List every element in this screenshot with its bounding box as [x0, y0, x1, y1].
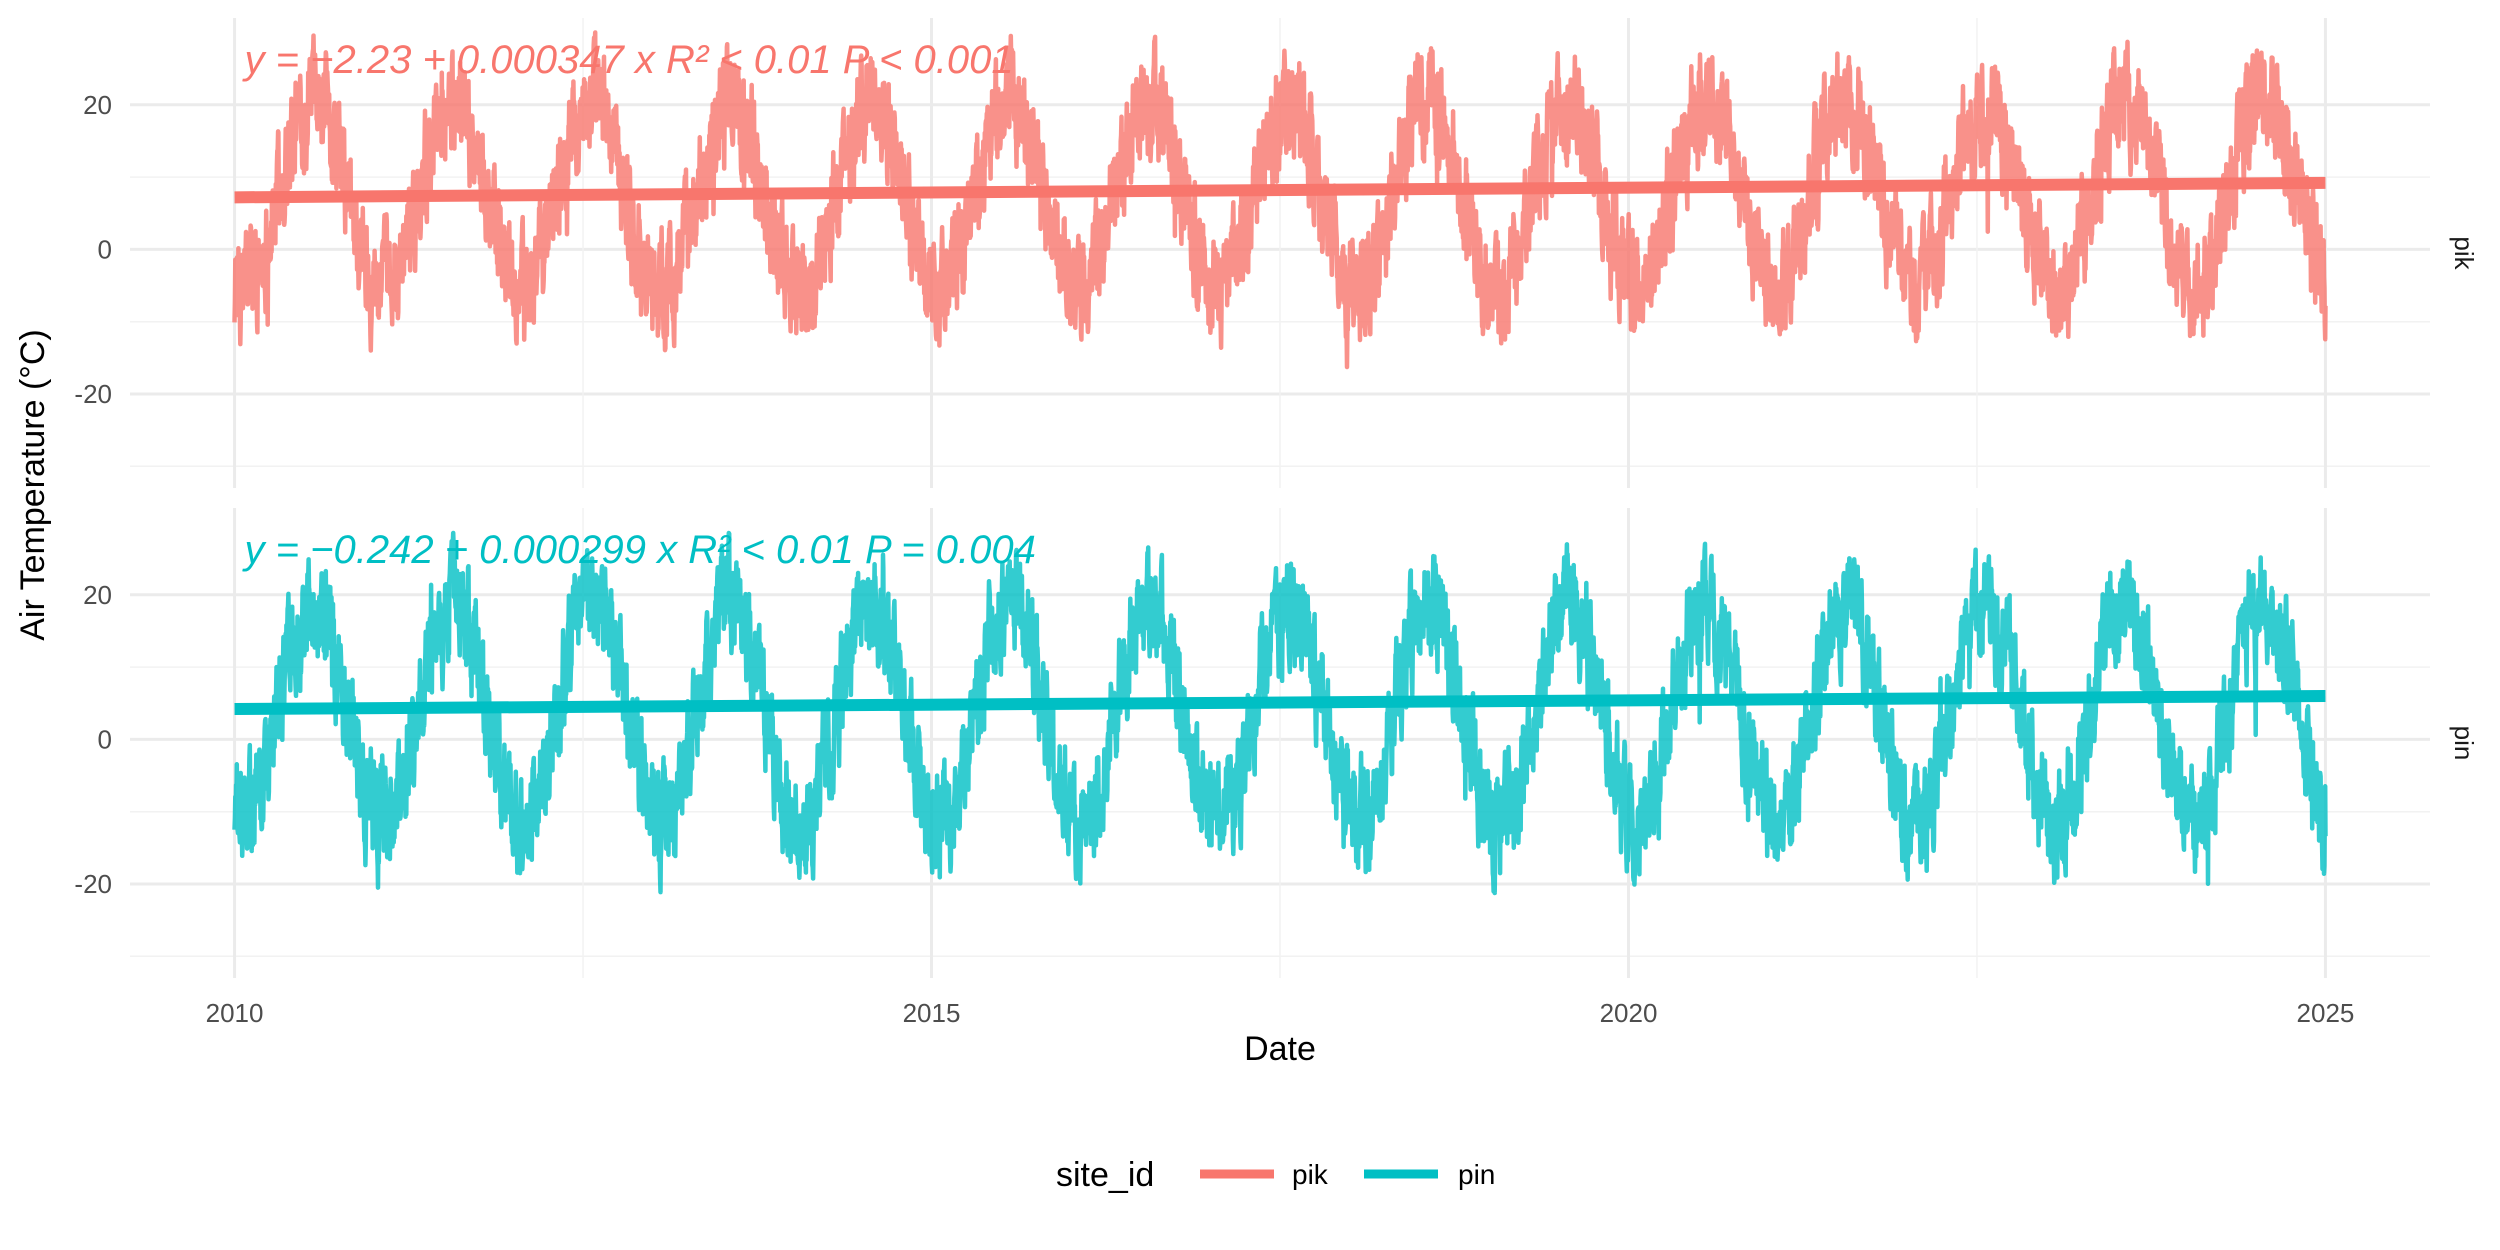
- y-tick-label: 0: [98, 234, 112, 264]
- y-axis-title: Air Temperature (°C): [14, 329, 52, 641]
- series-line-pik: [232, 30, 2328, 370]
- equation-label-pik: y = −2.23 + 0.000347 x R² < 0.01 P < 0.0…: [242, 38, 1014, 82]
- x-tick-label: 2025: [2297, 998, 2355, 1028]
- facet-strip-label-pik: pik: [2449, 236, 2479, 270]
- data-layer: [232, 30, 2328, 896]
- y-tick-label: 0: [98, 724, 112, 754]
- trend-line-pin: [234, 690, 2326, 716]
- label-layer: -20 0 20 y = −2.23 + 0.000347 x R² < 0.01 P…: [74, 38, 2479, 1028]
- legend-title: site_id: [1056, 1156, 1154, 1194]
- series-line-pin: [232, 530, 2328, 896]
- y-tick-label: 20: [83, 90, 112, 120]
- y-tick-label: 20: [83, 580, 112, 610]
- facet-strip-label-pin: pin: [2449, 726, 2479, 761]
- trend-layer: [234, 176, 2326, 716]
- y-tick-label: -20: [74, 379, 112, 409]
- legend: site_id pik pin: [1056, 1156, 1495, 1194]
- legend-label-pin: pin: [1458, 1159, 1495, 1190]
- y-tick-label: -20: [74, 869, 112, 899]
- trend-line-pik: [234, 176, 2326, 204]
- x-tick-label: 2010: [206, 998, 264, 1028]
- x-tick-label: 2020: [1600, 998, 1658, 1028]
- x-axis-title: Date: [1244, 1030, 1316, 1068]
- legend-label-pik: pik: [1292, 1159, 1329, 1190]
- equation-label-pin: y = −0.242 + 0.000299 x R² < 0.01 P = 0.…: [242, 528, 1036, 572]
- x-tick-label: 2015: [903, 998, 961, 1028]
